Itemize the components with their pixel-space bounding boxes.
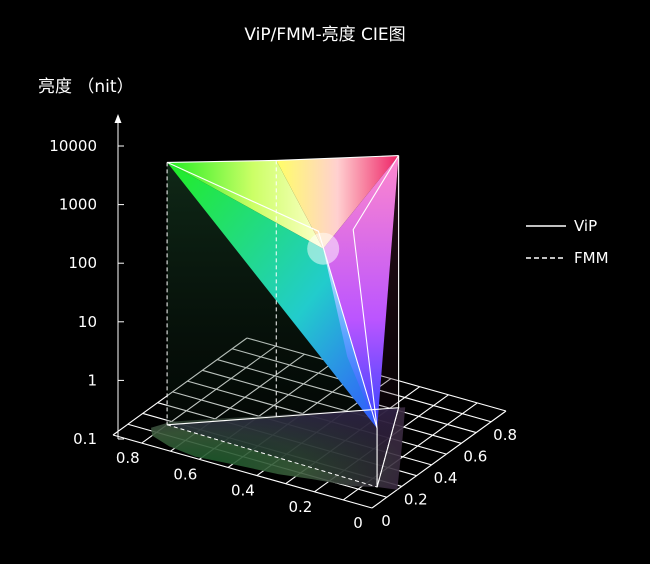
vip-top-edge: [167, 155, 399, 163]
y-tick-label: 0.2: [289, 498, 313, 516]
x-tick-label: 0: [381, 512, 391, 530]
top-surface-facet: [167, 162, 378, 429]
top-surface-facet: [276, 155, 399, 249]
gamut-base: [167, 407, 399, 487]
z-axis: 0.1 1 10 100 1000 10000: [49, 114, 124, 448]
y-tick-label: 0.4: [231, 482, 255, 500]
z-tick-label: 100: [68, 254, 97, 272]
grid-line-x: [112, 434, 373, 509]
y-tick-label: 0.8: [116, 449, 140, 467]
x-tick-label: 0.2: [404, 490, 428, 508]
legend-label-vip: ViP: [574, 217, 597, 235]
y-axis-ticks: 0 0.2 0.4 0.6 0.8: [116, 449, 363, 532]
z-tick-label: 1: [87, 371, 97, 389]
z-tick-label: 0.1: [73, 430, 97, 448]
vip-top-edge: [166, 161, 378, 429]
z-tick-label: 1000: [59, 196, 97, 214]
z-tick-label: 10000: [49, 137, 97, 155]
legend: ViP FMM: [526, 217, 609, 267]
z-tick-label: 10: [78, 313, 97, 331]
y-tick-label: 0: [353, 514, 363, 532]
gamut-edges: [166, 155, 400, 488]
gamut-walls: [167, 155, 399, 487]
x-axis-ticks: 0 0.2 0.4 0.6 0.8: [381, 426, 517, 530]
y-tick-label: 0.6: [173, 465, 197, 483]
top-surface-facet: [167, 160, 324, 249]
chart-title: ViP/FMM-亮度 CIE图: [244, 25, 405, 45]
fmm-base-edge: [166, 407, 400, 488]
x-tick-label: 0.6: [463, 447, 487, 465]
gamut-wall-red-blue: [377, 155, 399, 487]
x-tick-label: 0.4: [434, 469, 458, 487]
x-tick-label: 0.8: [493, 426, 517, 444]
z-axis-arrow-icon: [114, 114, 122, 123]
legend-label-fmm: FMM: [574, 249, 609, 267]
grid-line-y: [371, 410, 507, 509]
gamut-wall-green-blue: [167, 162, 378, 487]
vip-top-edge: [352, 155, 400, 429]
z-axis-title: 亮度 （nit）: [38, 77, 134, 97]
